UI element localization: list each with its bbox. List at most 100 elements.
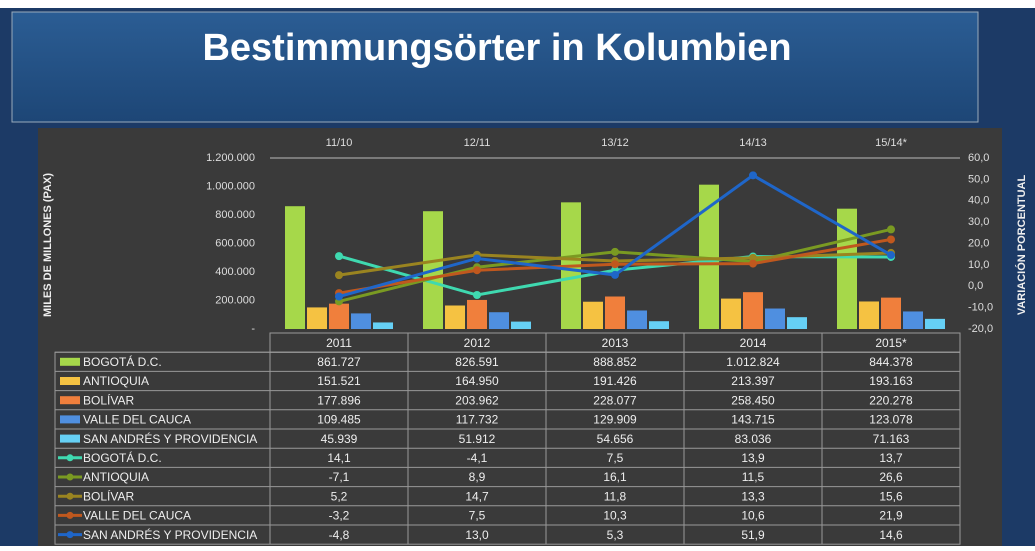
table-value: 26,6 [879, 470, 903, 484]
bar [351, 313, 371, 329]
y2-tick-label: -10,0 [968, 302, 993, 314]
legend-label: SAN ANDRÉS Y PROVIDENCIA [83, 431, 257, 446]
x-tick-label: 2012 [464, 336, 491, 350]
table-value: 826.591 [455, 355, 499, 369]
bar [743, 292, 763, 329]
top-strip [0, 0, 1035, 8]
y-tick-label: 400.000 [215, 266, 255, 278]
bar [925, 318, 945, 329]
legend-label: VALLE DEL CAUCA [83, 509, 191, 523]
y-tick-label: - [251, 323, 255, 335]
bar [583, 301, 603, 329]
table-value: -3,2 [329, 509, 350, 523]
legend-label: BOLÍVAR [83, 488, 134, 503]
bar [373, 322, 393, 329]
line-marker [887, 235, 895, 244]
y2-tick-label: 40,0 [968, 195, 989, 207]
x-tick-label: 2011 [326, 336, 352, 350]
bar [859, 301, 879, 329]
line-marker [611, 247, 619, 256]
top-category-label: 11/10 [326, 137, 353, 149]
chart-title: Bestimmungsörter in Kolumbien [202, 27, 791, 69]
legend-marker [66, 492, 74, 500]
bar [307, 307, 327, 329]
bar [721, 298, 741, 329]
x-tick-label: 2014 [740, 336, 767, 350]
table-value: 71.163 [873, 432, 910, 446]
bar [649, 321, 669, 329]
legend-label: ANTIOQUIA [83, 470, 149, 484]
legend-marker [66, 454, 74, 462]
table-value: 228.077 [593, 393, 637, 407]
table-value: 13,7 [879, 451, 903, 465]
y-tick-label: 1.200.000 [206, 152, 255, 164]
table-value: 191.426 [593, 374, 637, 388]
table-value: 129.909 [593, 413, 637, 427]
line-marker [473, 291, 481, 300]
table-value: 193.163 [869, 374, 913, 388]
table-value: -7,1 [329, 470, 350, 484]
legend-swatch [60, 357, 80, 366]
line-marker [749, 171, 757, 180]
table-value: 5,2 [331, 489, 348, 503]
table-value: 45.939 [321, 432, 358, 446]
legend-marker [66, 473, 74, 481]
table-value: 164.950 [455, 374, 499, 388]
bar [881, 297, 901, 329]
bar [467, 299, 487, 329]
chart-area [38, 128, 1002, 546]
y2-tick-label: 30,0 [968, 216, 989, 228]
table-value: 8,9 [469, 470, 486, 484]
bar [489, 312, 509, 329]
legend-marker [66, 531, 74, 539]
title-box [11, 11, 979, 123]
legend-swatch [60, 396, 80, 405]
table-value: -4,8 [329, 528, 350, 542]
top-category-label: 13/12 [601, 137, 629, 149]
y2-tick-label: -20,0 [968, 323, 993, 335]
line-marker [749, 253, 757, 262]
bar [445, 305, 465, 329]
table-value: 844.378 [869, 355, 913, 369]
y-axis-label: MILES DE MILLONES (PAX) [42, 173, 54, 317]
y2-tick-label: 50,0 [968, 173, 989, 185]
line-marker [887, 225, 895, 234]
table-value: 861.727 [317, 355, 361, 369]
table-value: 7,5 [607, 451, 624, 465]
y-tick-label: 200.000 [215, 294, 255, 306]
y2-tick-label: 10,0 [968, 259, 989, 271]
bar [329, 303, 349, 329]
table-value: 109.485 [317, 413, 361, 427]
line-marker [473, 254, 481, 263]
line-marker [611, 260, 619, 269]
line-marker [335, 252, 343, 261]
x-tick-label: 2013 [602, 336, 629, 350]
table-value: 10,3 [603, 509, 627, 523]
legend-swatch [60, 377, 80, 385]
table-value: 5,3 [607, 528, 624, 542]
line-marker [611, 270, 619, 279]
table-value: 123.078 [869, 413, 913, 427]
bar [605, 296, 625, 329]
table-value: 51,9 [741, 528, 765, 542]
top-category-label: 12/11 [464, 137, 491, 149]
table-value: 13,0 [465, 528, 489, 542]
legend-marker [66, 511, 74, 519]
table-value: 14,6 [879, 528, 903, 542]
table-value: 14,1 [327, 451, 351, 465]
y-tick-label: 1.000.000 [206, 180, 255, 192]
table-value: 11,8 [604, 489, 627, 503]
y-tick-label: 800.000 [215, 209, 255, 221]
table-value: 203.962 [455, 393, 499, 407]
legend-label: BOGOTÁ D.C. [83, 450, 162, 465]
table-value: 177.896 [317, 393, 361, 407]
table-value: 13,3 [741, 489, 765, 503]
bar [699, 184, 719, 329]
table-value: 220.278 [869, 393, 913, 407]
table-value: 21,9 [879, 509, 903, 523]
table-value: 13,9 [741, 451, 765, 465]
y2-tick-label: 0,0 [968, 280, 983, 292]
table-value: 888.852 [593, 355, 637, 369]
bar [903, 311, 923, 329]
